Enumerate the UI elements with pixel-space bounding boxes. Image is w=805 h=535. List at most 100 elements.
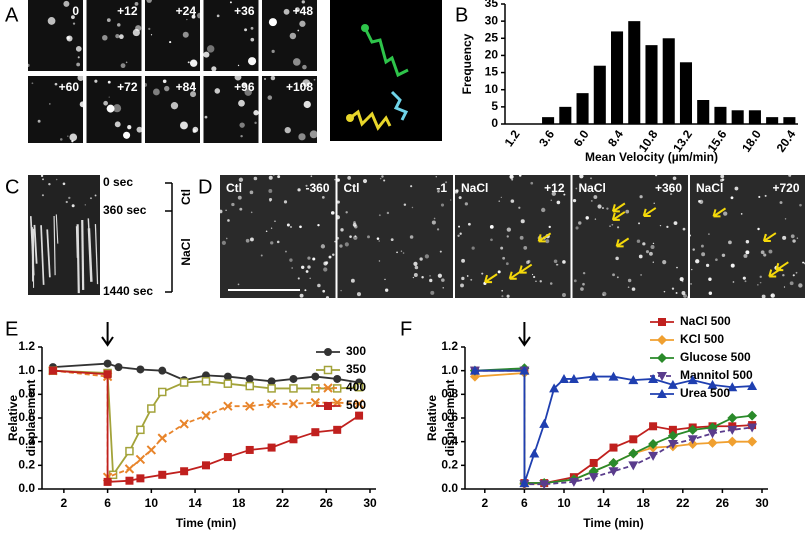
speckle bbox=[119, 34, 124, 40]
speckle bbox=[779, 201, 783, 205]
marker bbox=[469, 365, 480, 375]
marker bbox=[568, 373, 579, 383]
frame-time: +108 bbox=[286, 80, 313, 94]
legend-label: Urea 500 bbox=[680, 386, 730, 400]
speckle bbox=[310, 175, 313, 177]
frame-time: +84 bbox=[176, 80, 197, 94]
speckle bbox=[354, 235, 357, 238]
speckle bbox=[597, 204, 602, 209]
speckle bbox=[549, 282, 553, 285]
bar bbox=[679, 62, 693, 124]
speckle bbox=[274, 220, 276, 222]
x-tick-label: 18 bbox=[232, 496, 246, 510]
marker bbox=[687, 375, 698, 385]
speckle bbox=[162, 79, 167, 84]
speckle bbox=[269, 200, 271, 202]
marker bbox=[289, 374, 298, 383]
speckle bbox=[353, 235, 358, 240]
time-label: 0 sec bbox=[103, 175, 133, 189]
speckle bbox=[89, 197, 92, 200]
marker bbox=[648, 373, 659, 383]
speckle bbox=[71, 140, 74, 143]
x-tick-label: 2 bbox=[481, 496, 488, 510]
marker bbox=[158, 387, 167, 397]
speckle bbox=[430, 290, 435, 295]
x-axis-label: Time (min) bbox=[583, 516, 643, 530]
speckle bbox=[575, 187, 578, 190]
speckle bbox=[305, 184, 308, 187]
speckle bbox=[689, 234, 692, 237]
marker bbox=[125, 446, 134, 456]
marker bbox=[649, 422, 658, 431]
marker bbox=[657, 389, 667, 398]
speckle bbox=[500, 196, 502, 198]
speckle bbox=[582, 282, 585, 286]
track bbox=[349, 109, 392, 131]
speckle bbox=[509, 174, 514, 179]
speckle bbox=[601, 207, 604, 210]
marker bbox=[289, 435, 298, 444]
speckle bbox=[672, 176, 677, 181]
speckle bbox=[723, 211, 728, 216]
speckle bbox=[94, 79, 98, 83]
speckle bbox=[250, 26, 254, 30]
speckle bbox=[645, 250, 650, 254]
speckle bbox=[642, 242, 646, 246]
speckle bbox=[802, 261, 805, 264]
speckle bbox=[683, 294, 687, 298]
pointer-arrow bbox=[642, 207, 657, 217]
speckle bbox=[268, 18, 277, 27]
marker bbox=[136, 425, 145, 435]
speckle bbox=[582, 271, 586, 275]
marker bbox=[124, 464, 135, 474]
marker bbox=[158, 366, 167, 375]
time-label: 360 sec bbox=[103, 203, 147, 217]
speckle bbox=[497, 270, 501, 274]
phase-label: NaCl bbox=[179, 238, 193, 265]
speckle bbox=[459, 232, 462, 235]
marker bbox=[657, 335, 667, 345]
speckle bbox=[625, 209, 630, 214]
bar bbox=[766, 117, 779, 124]
speckle bbox=[732, 281, 735, 283]
speckle bbox=[615, 256, 619, 261]
frame-image bbox=[145, 0, 200, 71]
speckle bbox=[759, 281, 762, 284]
speckle bbox=[784, 218, 787, 220]
speckle bbox=[117, 23, 121, 27]
speckle bbox=[728, 240, 732, 245]
speckle bbox=[403, 203, 407, 206]
speckle bbox=[238, 177, 244, 182]
marker bbox=[628, 461, 639, 471]
speckle bbox=[106, 104, 115, 113]
marker bbox=[354, 399, 364, 409]
speckle bbox=[249, 190, 254, 195]
frame-time: +24 bbox=[176, 4, 197, 18]
track bbox=[363, 27, 409, 78]
speckle bbox=[299, 225, 302, 229]
marker bbox=[179, 419, 189, 429]
marker bbox=[136, 365, 145, 374]
speckle bbox=[442, 287, 444, 289]
speckle bbox=[593, 187, 596, 190]
bar bbox=[697, 100, 710, 124]
speckle bbox=[292, 58, 301, 66]
speckle bbox=[238, 99, 245, 107]
speckle bbox=[481, 272, 484, 275]
speckle bbox=[356, 292, 361, 297]
x-tick-label: 14 bbox=[597, 496, 611, 510]
speckle bbox=[41, 194, 44, 197]
marker bbox=[628, 375, 639, 385]
marker bbox=[588, 473, 599, 483]
speckle bbox=[556, 200, 561, 205]
speckle bbox=[437, 273, 442, 278]
speckle bbox=[700, 244, 704, 248]
speckle bbox=[535, 280, 537, 283]
speckle bbox=[764, 194, 767, 197]
bar bbox=[714, 106, 727, 124]
marker bbox=[539, 480, 550, 490]
speckle bbox=[328, 255, 332, 259]
speckle bbox=[367, 235, 370, 239]
speckle bbox=[654, 174, 658, 177]
speckle bbox=[413, 261, 418, 267]
